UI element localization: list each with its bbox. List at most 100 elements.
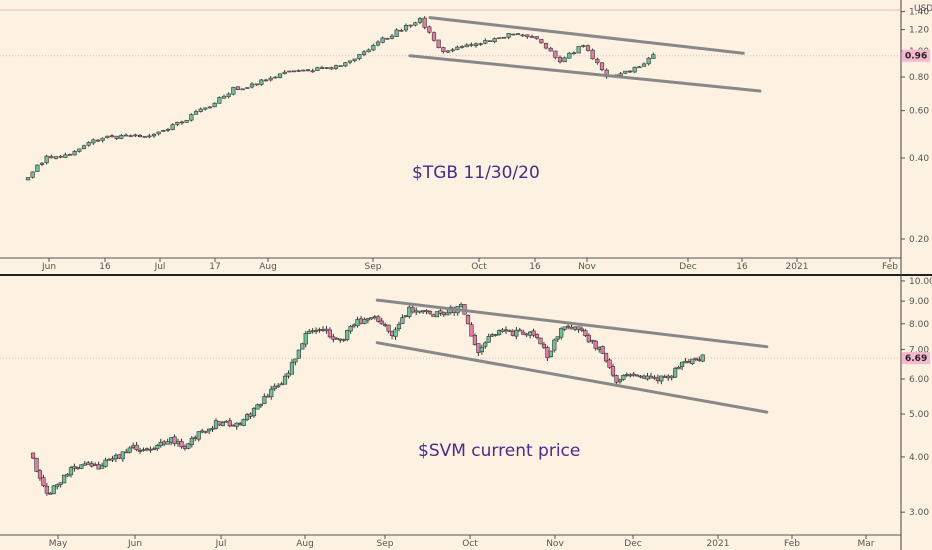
candle-body — [141, 449, 146, 451]
candle-body — [277, 73, 283, 78]
candle-body — [389, 35, 395, 39]
candle-body — [445, 312, 450, 316]
candle-body — [263, 79, 269, 82]
candle — [600, 345, 605, 355]
candle-body — [165, 441, 170, 445]
candle — [531, 328, 536, 338]
x-tick-label: Sep — [365, 262, 382, 272]
candle — [637, 65, 642, 69]
candle — [109, 134, 115, 138]
candle — [538, 337, 543, 345]
candle-body — [106, 458, 112, 461]
candles — [25, 16, 656, 181]
candle — [300, 342, 305, 350]
candle — [579, 326, 585, 333]
candle — [459, 45, 465, 49]
candle — [179, 438, 184, 449]
candle — [105, 135, 110, 139]
y-tick-label: 10.00 — [909, 277, 932, 287]
candle — [91, 138, 96, 145]
candle — [407, 305, 412, 319]
candle — [631, 371, 636, 377]
candle — [593, 340, 598, 351]
candle-body — [189, 437, 194, 445]
candle-body — [496, 330, 502, 336]
candle-body — [333, 65, 339, 69]
candle — [400, 314, 405, 324]
tgb-chart-pane[interactable]: 1.401.201.000.800.600.400.20Jun16Jul17Au… — [0, 8, 930, 272]
candle — [562, 56, 567, 63]
candle — [198, 107, 203, 113]
candle — [289, 359, 295, 375]
candle-body — [320, 329, 326, 331]
channel-trendline[interactable] — [375, 341, 769, 414]
candle-body — [265, 395, 270, 398]
candle-body — [693, 357, 698, 360]
candle — [293, 358, 298, 366]
candle-body — [235, 86, 241, 90]
candle — [469, 42, 474, 47]
candle — [621, 374, 626, 381]
candle-body — [113, 454, 118, 460]
candle — [343, 61, 348, 68]
candle-body — [338, 338, 343, 341]
candle-body — [55, 484, 60, 488]
candle — [635, 374, 640, 377]
candle-body — [133, 134, 138, 137]
candle-body — [479, 347, 484, 353]
x-tick-label: Nov — [546, 539, 564, 549]
candle-body — [538, 337, 543, 345]
y-tick-label: 1.20 — [909, 26, 929, 36]
candle — [310, 68, 315, 73]
y-tick-label: 0.20 — [909, 235, 929, 245]
candle-body — [473, 43, 479, 47]
candle-body — [552, 339, 557, 351]
candle-body — [637, 66, 642, 69]
candle — [525, 34, 530, 39]
candle — [521, 329, 526, 335]
candle — [567, 51, 572, 59]
candle — [506, 33, 511, 40]
candle — [552, 338, 557, 353]
candle — [379, 317, 384, 325]
candle-body — [238, 423, 243, 426]
candle — [557, 55, 563, 64]
candle-body — [114, 135, 119, 139]
candle-body — [690, 358, 695, 364]
candle — [548, 46, 553, 52]
candle-body — [379, 320, 384, 325]
candle-body — [334, 337, 339, 340]
candle-body — [86, 142, 91, 146]
candle — [186, 442, 191, 450]
candle — [352, 58, 357, 63]
channel-trendline[interactable] — [375, 298, 769, 349]
candle-body — [548, 350, 553, 358]
candle-body — [676, 367, 681, 370]
candle — [371, 43, 376, 52]
candle — [362, 317, 367, 325]
candle-body — [79, 464, 84, 469]
candle-body — [144, 448, 150, 451]
candle — [492, 37, 497, 44]
channel-trendline[interactable] — [428, 16, 745, 55]
candle-body — [75, 467, 81, 469]
candle-body — [331, 336, 336, 340]
candle — [141, 447, 146, 452]
candle-body — [631, 373, 636, 376]
candle-body — [673, 368, 678, 378]
svm-chart-pane[interactable]: 10.00 9.00 8.00 7.00 6.00 5.00 4.00 3.00 May Jun J… — [0, 277, 932, 549]
candle-body — [593, 340, 598, 349]
y-tick-label: 9.00 — [909, 297, 929, 307]
candle — [110, 455, 115, 463]
candle-body — [291, 70, 297, 73]
candle — [599, 62, 605, 72]
candle-body — [623, 70, 628, 74]
candle — [95, 138, 101, 142]
candle — [431, 313, 436, 317]
candle — [376, 315, 381, 323]
candle-body — [357, 54, 362, 59]
candle-body — [372, 316, 377, 319]
candle — [511, 33, 516, 36]
channel-trendline[interactable] — [408, 54, 762, 93]
candle — [357, 54, 362, 61]
